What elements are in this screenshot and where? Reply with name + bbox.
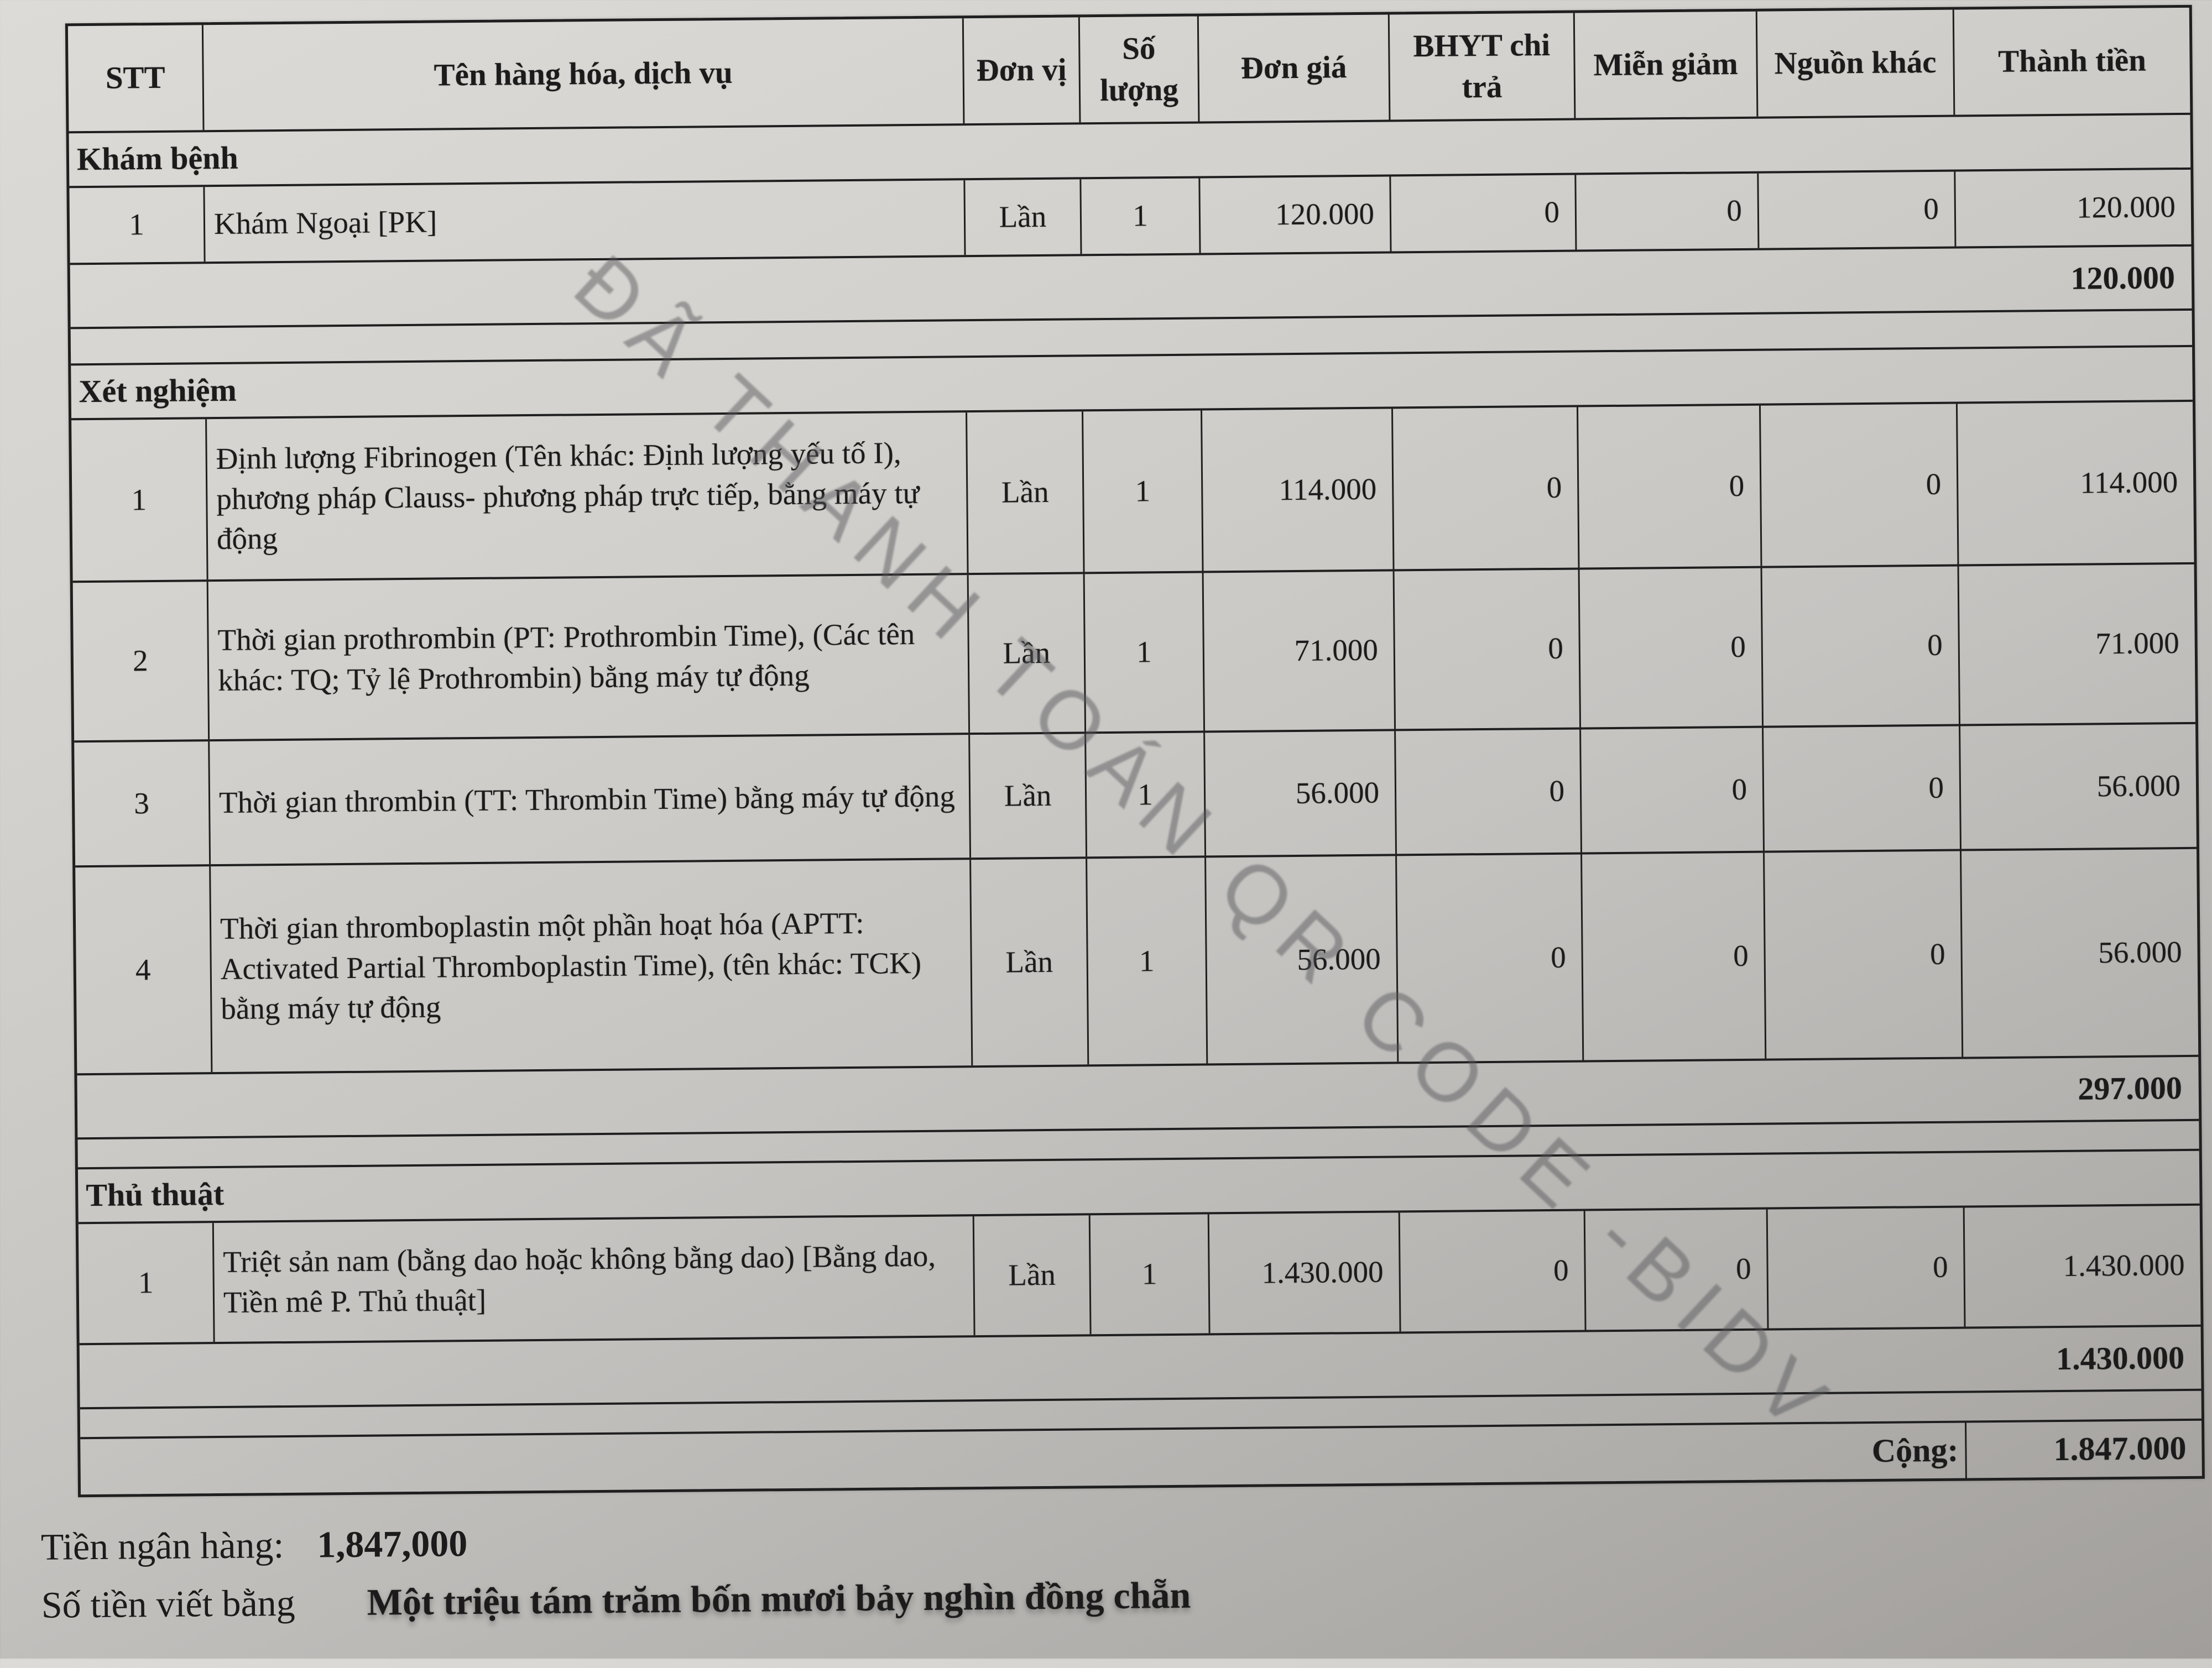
cell-qty: 1 [1087,857,1208,1065]
cell-nguon-khac: 0 [1765,851,1964,1059]
cell-stt: 2 [72,582,210,741]
cell-unit: Lần [968,574,1087,733]
table-header-row: STT Tên hàng hóa, dịch vụ Đơn vị Số lượn… [67,7,2190,134]
col-header-thanh-tien: Thành tiền [1997,43,2147,80]
cell-stt: 4 [75,866,213,1074]
cell-nguon-khac: 0 [1760,404,1959,566]
invoice-footer: Tiền ngân hàng: 1,847,000 Số tiền viết b… [41,1508,2088,1641]
cell-qty: 1 [1083,410,1204,572]
cell-unit: Lần [965,179,1082,255]
cell-qty: 1 [1081,178,1201,254]
cell-unit: Lần [967,411,1085,573]
cell-price: 114.000 [1202,409,1395,571]
table-row: 4 Thời gian thromboplastin một phần hoạt… [75,849,2199,1076]
col-header-qty: Số lượng [1079,16,1200,123]
cell-name: Thời gian thrombin (TT: Thrombin Time) b… [210,735,972,865]
amount-in-words-value: Một triệu tám trăm bốn mươi bảy nghìn đồ… [367,1573,1191,1623]
cell-unit: Lần [971,859,1089,1066]
cell-stt: 1 [69,187,206,263]
amount-in-words-label: Số tiền viết bằng [41,1581,296,1626]
cell-unit: Lần [970,734,1088,858]
cell-price: 71.000 [1203,571,1396,731]
cell-thanh-tien: 71.000 [2095,626,2180,661]
cell-qty: 1 [1086,733,1207,857]
cell-price: 120.000 [1200,176,1392,253]
table-row: 1 Triệt sản nam (bằng dao hoặc không bằn… [78,1205,2201,1346]
cell-bhyt: 0 [1393,407,1580,569]
spacer [284,1557,317,1558]
cell-nguon-khac: 0 [1759,171,1957,248]
cell-thanh-tien: 56.000 [2098,934,2182,970]
cell-mien-giam: 0 [1585,1209,1769,1330]
cell-mien-giam: 0 [1578,405,1762,568]
col-header-unit: Đơn vị [963,17,1081,124]
col-header-mien-giam: Miễn giảm [1574,11,1759,118]
bank-amount-label: Tiền ngân hàng: [40,1524,284,1568]
cell-name: Thời gian thromboplastin một phần hoạt h… [211,860,973,1073]
cell-unit: Lần [974,1215,1092,1336]
amount-in-words-line: Số tiền viết bằng Một triệu tám trăm bốn… [41,1566,2088,1627]
cell-nguon-khac: 0 [1767,1207,1966,1329]
cell-name: Triệt sản nam (bằng dao hoặc không bằng … [213,1216,975,1342]
col-header-nguon-khac: Nguồn khác [1757,9,1955,117]
col-header-stt: STT [67,25,205,132]
cell-price: 1.430.000 [1209,1212,1401,1334]
invoice-table: STT Tên hàng hóa, dịch vụ Đơn vị Số lượn… [65,4,2205,1498]
col-header-bhyt: BHYT chi trả [1389,13,1576,120]
cell-thanh-tien: 56.000 [2096,768,2181,803]
cell-thanh-tien: 120.000 [2076,190,2176,224]
table-row: 2 Thời gian prothrombin (PT: Prothrombin… [72,564,2196,743]
bank-amount-line: Tiền ngân hàng: 1,847,000 [41,1508,2088,1569]
cell-mien-giam: 0 [1582,853,1767,1060]
grand-total-value: 1.847.000 [2053,1430,2187,1468]
cell-thanh-tien: 1.430.000 [2063,1248,2185,1283]
cell-mien-giam: 0 [1576,173,1760,250]
cell-price: 56.000 [1205,731,1397,856]
cell-price: 56.000 [1206,856,1399,1064]
cell-bhyt: 0 [1397,854,1584,1062]
cell-bhyt: 0 [1396,729,1583,854]
cell-nguon-khac: 0 [1762,566,1961,726]
cell-stt: 1 [78,1223,215,1343]
cell-mien-giam: 0 [1579,568,1764,728]
cell-qty: 1 [1084,573,1206,732]
cell-stt: 1 [71,419,208,581]
col-header-name: Tên hàng hóa, dịch vụ [203,18,965,130]
cell-name: Thời gian prothrombin (PT: Prothrombin T… [208,575,971,740]
cell-stt: 3 [74,741,211,866]
cell-bhyt: 0 [1394,569,1582,729]
col-header-price: Đơn giá [1198,14,1391,122]
bank-amount-value: 1,847,000 [317,1522,468,1566]
cell-name: Định lượng Fibrinogen (Tên khác: Định lư… [207,412,969,580]
cell-thanh-tien: 114.000 [2080,464,2178,500]
cell-mien-giam: 0 [1581,728,1765,853]
cell-qty: 1 [1090,1214,1211,1335]
cell-bhyt: 0 [1400,1211,1587,1332]
table-row: 3 Thời gian thrombin (TT: Thrombin Time)… [74,724,2197,868]
cell-name: Khám Ngoại [PK] [205,180,966,262]
cell-bhyt: 0 [1391,175,1577,252]
table-row: 1 Định lượng Fibrinogen (Tên khác: Định … [71,401,2194,583]
cell-nguon-khac: 0 [1764,726,1961,851]
